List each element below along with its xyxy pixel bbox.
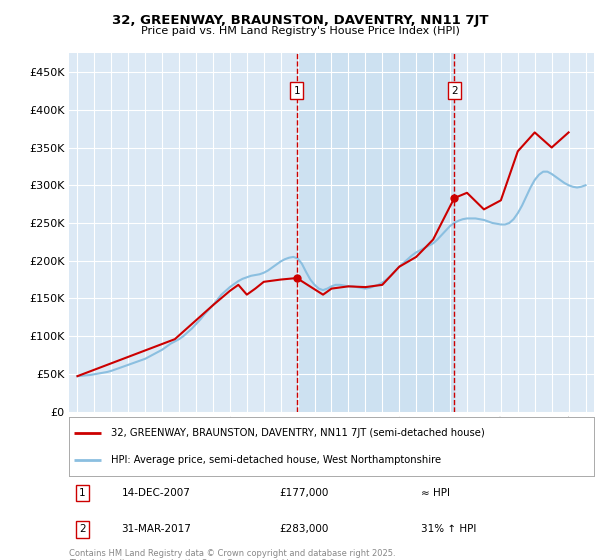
Text: £283,000: £283,000 <box>279 525 328 534</box>
Text: 31-MAR-2017: 31-MAR-2017 <box>121 525 191 534</box>
Text: Contains HM Land Registry data © Crown copyright and database right 2025.
This d: Contains HM Land Registry data © Crown c… <box>69 549 395 560</box>
Text: Price paid vs. HM Land Registry's House Price Index (HPI): Price paid vs. HM Land Registry's House … <box>140 26 460 36</box>
Text: 32, GREENWAY, BRAUNSTON, DAVENTRY, NN11 7JT: 32, GREENWAY, BRAUNSTON, DAVENTRY, NN11 … <box>112 14 488 27</box>
Text: 31% ↑ HPI: 31% ↑ HPI <box>421 525 476 534</box>
Text: 14-DEC-2007: 14-DEC-2007 <box>121 488 190 498</box>
Text: 2: 2 <box>451 86 458 96</box>
Text: HPI: Average price, semi-detached house, West Northamptonshire: HPI: Average price, semi-detached house,… <box>111 455 441 465</box>
Bar <box>297 53 454 412</box>
Text: £177,000: £177,000 <box>279 488 328 498</box>
Text: 2: 2 <box>79 525 85 534</box>
Text: 1: 1 <box>79 488 85 498</box>
Text: 1: 1 <box>293 86 300 96</box>
Text: ≈ HPI: ≈ HPI <box>421 488 450 498</box>
Text: 32, GREENWAY, BRAUNSTON, DAVENTRY, NN11 7JT (semi-detached house): 32, GREENWAY, BRAUNSTON, DAVENTRY, NN11 … <box>111 428 485 438</box>
